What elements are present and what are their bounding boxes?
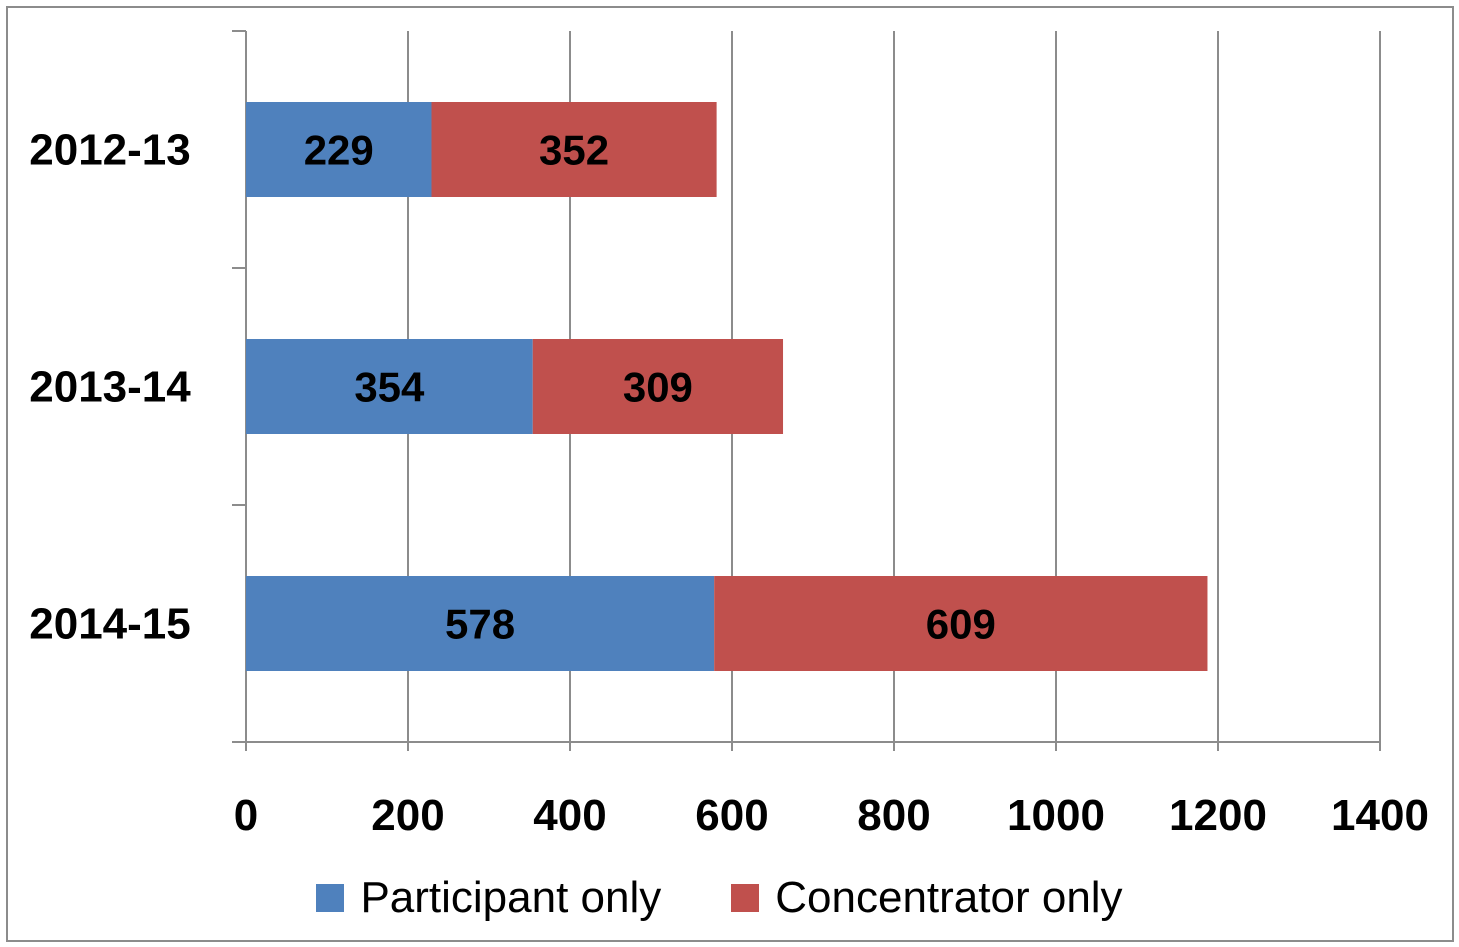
legend-swatch-participant [316, 884, 345, 912]
category-label-2013-14: 2013-14 [29, 363, 191, 412]
data-label-concentrator-2012-13: 352 [539, 127, 609, 174]
x-tick-label-200: 200 [371, 791, 444, 840]
category-label-2014-15: 2014-15 [29, 600, 190, 649]
data-label-participant-2014-15: 578 [445, 601, 515, 648]
bar-concentrator-2013-14 [532, 339, 784, 434]
bar-participant-2014-15 [246, 576, 715, 671]
bar-participant-2013-14 [246, 339, 533, 434]
x-tick-label-1400: 1400 [1331, 791, 1429, 840]
x-tick-label-600: 600 [695, 791, 768, 840]
bar-concentrator-2012-13 [431, 102, 717, 197]
legend-label-concentrator: Concentrator only [775, 873, 1123, 922]
bar-participant-2012-13 [246, 102, 432, 197]
x-tick-label-800: 800 [857, 791, 930, 840]
legend-label-participant: Participant only [360, 873, 662, 922]
data-label-concentrator-2013-14: 309 [623, 364, 693, 411]
x-tick-label-400: 400 [533, 791, 606, 840]
x-tick-label-0: 0 [234, 791, 258, 840]
legend-item-participant: Participant only [316, 873, 661, 923]
category-label-2012-13: 2012-13 [29, 126, 190, 175]
bars [246, 102, 1208, 671]
legend-item-concentrator: Concentrator only [731, 873, 1123, 923]
x-tick-label-1200: 1200 [1169, 791, 1267, 840]
bar-concentrator-2014-15 [714, 576, 1208, 671]
data-label-participant-2013-14: 354 [354, 364, 425, 411]
legend-swatch-concentrator [731, 884, 760, 912]
labels: 0 200 400 600 800 1000 1200 1400 229 352 2012-13 35… [29, 126, 1429, 841]
data-label-participant-2012-13: 229 [304, 127, 374, 174]
legend: Participant only Concentrator only [0, 868, 1459, 928]
data-label-concentrator-2014-15: 609 [926, 601, 996, 648]
x-tick-label-1000: 1000 [1007, 791, 1105, 840]
